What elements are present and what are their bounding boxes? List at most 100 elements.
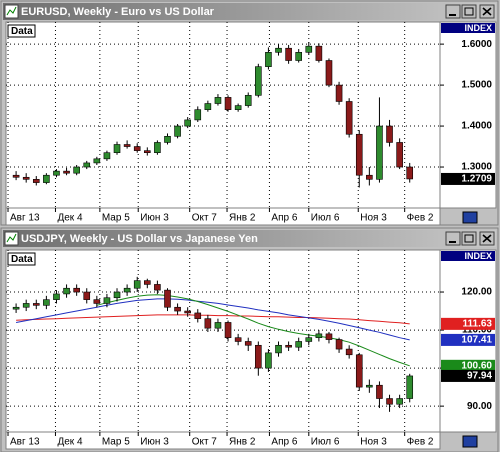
candle-body bbox=[224, 97, 232, 110]
candle-body bbox=[214, 97, 222, 104]
corner-icon[interactable] bbox=[462, 211, 478, 224]
price-tag-label: 111.63 bbox=[463, 319, 493, 330]
x-tick-label: Дек 4 bbox=[57, 213, 82, 224]
candle-body bbox=[265, 52, 272, 67]
y-tick-label: 1.3000 bbox=[461, 162, 492, 173]
price-tag bbox=[441, 317, 495, 330]
candle-body bbox=[144, 150, 151, 153]
x-tick-label: Апр 6 bbox=[271, 213, 297, 224]
legend-box bbox=[7, 252, 36, 266]
plot-area bbox=[5, 21, 441, 209]
x-tick-label: Окт 7 bbox=[192, 213, 218, 224]
candle-body bbox=[53, 170, 60, 176]
candle-body bbox=[376, 384, 383, 399]
window-icon-line bbox=[6, 6, 17, 16]
y-tick-label: 90.00 bbox=[467, 401, 492, 412]
candle-body bbox=[22, 176, 30, 180]
window-icon-line bbox=[6, 233, 17, 243]
candle-body bbox=[93, 299, 101, 304]
x-tick-label: Мар 5 bbox=[102, 437, 130, 448]
corner-icon[interactable] bbox=[462, 435, 478, 448]
minimize-button[interactable] bbox=[445, 231, 461, 246]
x-tick-label: Июл 6 bbox=[311, 437, 340, 448]
x-tick-label: Фев 2 bbox=[407, 437, 434, 448]
candle-body bbox=[396, 142, 403, 168]
price-tag bbox=[441, 369, 495, 382]
x-tick-label: Окт 7 bbox=[192, 437, 218, 448]
x-tick-label: Июл 6 bbox=[311, 213, 340, 224]
candle-body bbox=[255, 66, 262, 96]
candle-body bbox=[32, 303, 40, 306]
date-axis bbox=[5, 431, 441, 450]
candle-body bbox=[345, 101, 353, 135]
candle-body bbox=[174, 125, 181, 137]
axis-header-bg bbox=[441, 251, 495, 261]
price-tag-label: 100.60 bbox=[461, 360, 492, 371]
moving-average bbox=[96, 294, 410, 367]
candle-body bbox=[133, 280, 141, 289]
close-glyph bbox=[482, 7, 492, 16]
candle-body bbox=[355, 133, 363, 176]
maximize-button[interactable] bbox=[461, 231, 477, 246]
candle-body bbox=[144, 280, 151, 285]
candle-body bbox=[63, 287, 70, 295]
candle-body bbox=[285, 47, 292, 61]
title-bar bbox=[3, 230, 496, 247]
price-tag-label: 1.2709 bbox=[461, 174, 492, 185]
candle-body bbox=[154, 284, 161, 291]
candle-body bbox=[73, 287, 80, 293]
close-glyph bbox=[482, 234, 492, 243]
candle-body bbox=[214, 322, 222, 329]
y-tick-label: 1.5000 bbox=[461, 80, 492, 91]
x-tick-label: Ноя 3 bbox=[360, 213, 387, 224]
candle-body bbox=[204, 103, 212, 110]
candle-body bbox=[406, 375, 414, 399]
candle-body bbox=[275, 47, 282, 53]
candle-body bbox=[174, 306, 181, 312]
candle-body bbox=[366, 174, 373, 180]
candle-body bbox=[234, 337, 242, 342]
price-tag bbox=[441, 359, 495, 372]
x-tick-label: Апр 6 bbox=[271, 437, 297, 448]
candle-body bbox=[133, 146, 141, 151]
minimize-button[interactable] bbox=[445, 4, 461, 19]
candle-body bbox=[32, 179, 40, 183]
candle-body bbox=[406, 166, 414, 180]
candle-body bbox=[184, 310, 191, 314]
candle-body bbox=[244, 95, 252, 106]
candle-body bbox=[345, 348, 353, 356]
candle-body bbox=[255, 344, 262, 369]
maximize-button[interactable] bbox=[461, 4, 477, 19]
candle-body bbox=[355, 354, 363, 388]
candle-body bbox=[305, 337, 313, 342]
candle-body bbox=[113, 144, 121, 153]
candle-body bbox=[335, 84, 343, 102]
price-tag-label: 97.94 bbox=[467, 371, 492, 382]
candle-body bbox=[305, 45, 313, 53]
maximize-glyph bbox=[464, 7, 474, 16]
y-tick-label: 1.6000 bbox=[461, 39, 492, 50]
axis-header-bg bbox=[441, 23, 495, 33]
candle-body bbox=[83, 162, 91, 168]
candle-body bbox=[224, 322, 232, 338]
candle-body bbox=[184, 119, 191, 127]
candle-body bbox=[194, 109, 202, 121]
price-tag bbox=[441, 333, 495, 346]
x-tick-label: Июн 3 bbox=[140, 437, 169, 448]
candle-body bbox=[335, 339, 343, 350]
candle-body bbox=[295, 341, 302, 348]
candle-body bbox=[315, 333, 323, 338]
y-tick-label: 120.00 bbox=[461, 287, 492, 298]
candle-body bbox=[265, 352, 272, 369]
candle-body bbox=[396, 398, 403, 405]
candle-body bbox=[194, 312, 202, 319]
candle-body bbox=[103, 152, 111, 160]
date-axis bbox=[5, 207, 441, 226]
candle-body bbox=[83, 291, 91, 300]
candle-body bbox=[234, 105, 242, 110]
candle-body bbox=[123, 287, 131, 293]
candle-body bbox=[376, 125, 383, 180]
candle-body bbox=[315, 45, 323, 61]
candle-body bbox=[244, 341, 252, 346]
